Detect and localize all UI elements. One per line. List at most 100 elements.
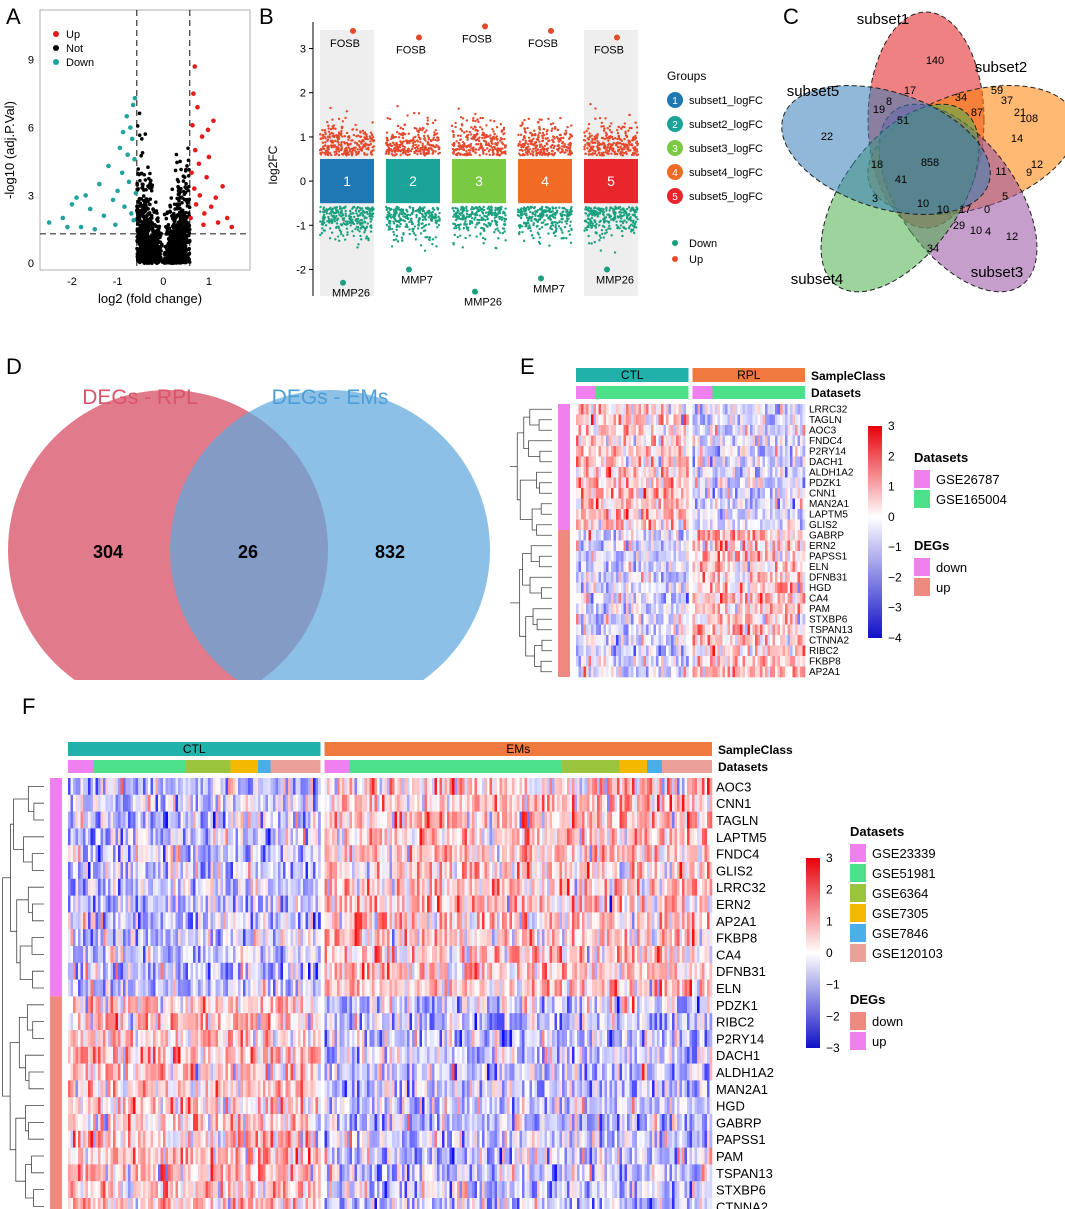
b-point-up <box>536 151 540 155</box>
heat-cell <box>648 488 652 499</box>
heat-cell <box>591 488 594 499</box>
b-point-up <box>633 149 636 152</box>
heat-cell <box>621 498 624 510</box>
b-point-down <box>343 206 346 210</box>
heat-cell <box>678 456 682 468</box>
heat-cell <box>578 435 582 447</box>
b-point-up <box>359 135 362 139</box>
b-point-down <box>557 225 561 228</box>
heat-cell <box>770 414 773 426</box>
b-point-down <box>396 240 400 243</box>
a-point-not <box>136 218 141 222</box>
b-point-down <box>457 226 461 229</box>
b-point-up <box>396 124 400 128</box>
b-annot-point <box>604 266 610 273</box>
heat-cell <box>606 509 609 520</box>
b-point-down <box>538 236 542 239</box>
b-point-up <box>363 131 367 134</box>
heat-cell <box>633 467 637 478</box>
b-point-up <box>407 149 410 152</box>
heat-cell <box>765 498 768 510</box>
b-point-up <box>523 142 527 145</box>
b-point-down <box>623 219 626 222</box>
b-point-down <box>474 216 477 219</box>
b-point-up <box>385 141 389 144</box>
b-point-down <box>525 216 529 220</box>
heat-cell <box>671 509 674 520</box>
heat-cell <box>700 477 703 489</box>
b-point-up <box>407 132 411 135</box>
heat-cell <box>717 509 721 520</box>
b-point-down <box>424 229 427 232</box>
panel-d-venn2: D DEGs - RPL DEGs - EMs 304 26 832 <box>6 354 490 680</box>
b-point-up <box>521 121 524 124</box>
heat-cell <box>663 435 667 447</box>
heat-cell <box>765 477 768 489</box>
heat-cell <box>727 498 731 510</box>
a-point-not <box>184 198 189 203</box>
b-point-up <box>606 150 610 153</box>
b-point-up <box>321 134 325 137</box>
b-point-down <box>568 224 572 227</box>
heat-cell <box>772 414 776 426</box>
heat-cell <box>626 446 629 457</box>
heat-cell <box>730 498 733 510</box>
heat-cell <box>671 477 674 489</box>
b-point-down <box>599 249 603 252</box>
heat-cell <box>606 456 609 468</box>
b-point-up <box>582 138 586 142</box>
b-point-up <box>460 147 463 150</box>
b-point-up <box>517 152 521 155</box>
heat-cell <box>740 488 743 499</box>
a-point-not <box>140 185 145 190</box>
heat-cell <box>676 435 679 447</box>
c-venn-ellipse <box>781 85 991 215</box>
b-point-down <box>430 218 434 221</box>
b-point-up <box>474 134 477 138</box>
a-point-not <box>158 233 163 238</box>
heat-cell <box>800 404 803 415</box>
heat-cell <box>666 488 669 499</box>
b-point-down <box>617 216 620 219</box>
a-point-not <box>154 249 158 253</box>
heat-cell <box>745 404 748 415</box>
b-point-down <box>417 218 420 222</box>
b-point-down <box>408 232 411 236</box>
heat-cell <box>712 456 716 468</box>
b-point-down <box>598 220 601 224</box>
b-point-down <box>369 230 373 233</box>
b-point-up <box>355 153 358 156</box>
heat-cell <box>643 509 647 520</box>
a-point-not <box>186 146 190 151</box>
heat-cell <box>745 456 748 468</box>
heat-cell <box>767 425 771 436</box>
b-point-up <box>600 125 603 128</box>
b-point-down <box>584 227 587 230</box>
b-point-down <box>395 212 398 215</box>
heat-cell <box>730 456 733 468</box>
heat-cell <box>720 488 723 499</box>
b-point-up <box>423 148 426 152</box>
heat-cell <box>681 467 684 478</box>
a-point-not <box>141 244 146 248</box>
b-point-down <box>525 212 528 215</box>
a-point-not <box>154 224 158 228</box>
b-point-down <box>369 215 372 218</box>
b-point-down <box>601 224 605 228</box>
b-point-down <box>629 216 632 219</box>
heat-cell <box>742 498 746 510</box>
b-point-up <box>633 138 637 141</box>
dataset-bar-segment <box>712 386 805 399</box>
b-point-up <box>628 113 631 117</box>
heat-cell <box>800 425 803 436</box>
a-point-not <box>141 224 145 228</box>
b-annot-label: FOSB <box>594 44 624 56</box>
heat-cell <box>673 488 677 499</box>
b-point-down <box>464 236 467 240</box>
b-point-down <box>560 217 563 221</box>
heat-cell <box>671 467 674 478</box>
b-point-down <box>411 222 414 226</box>
b-point-down <box>328 237 332 240</box>
heat-cell <box>611 467 614 478</box>
heat-cell <box>583 456 587 468</box>
